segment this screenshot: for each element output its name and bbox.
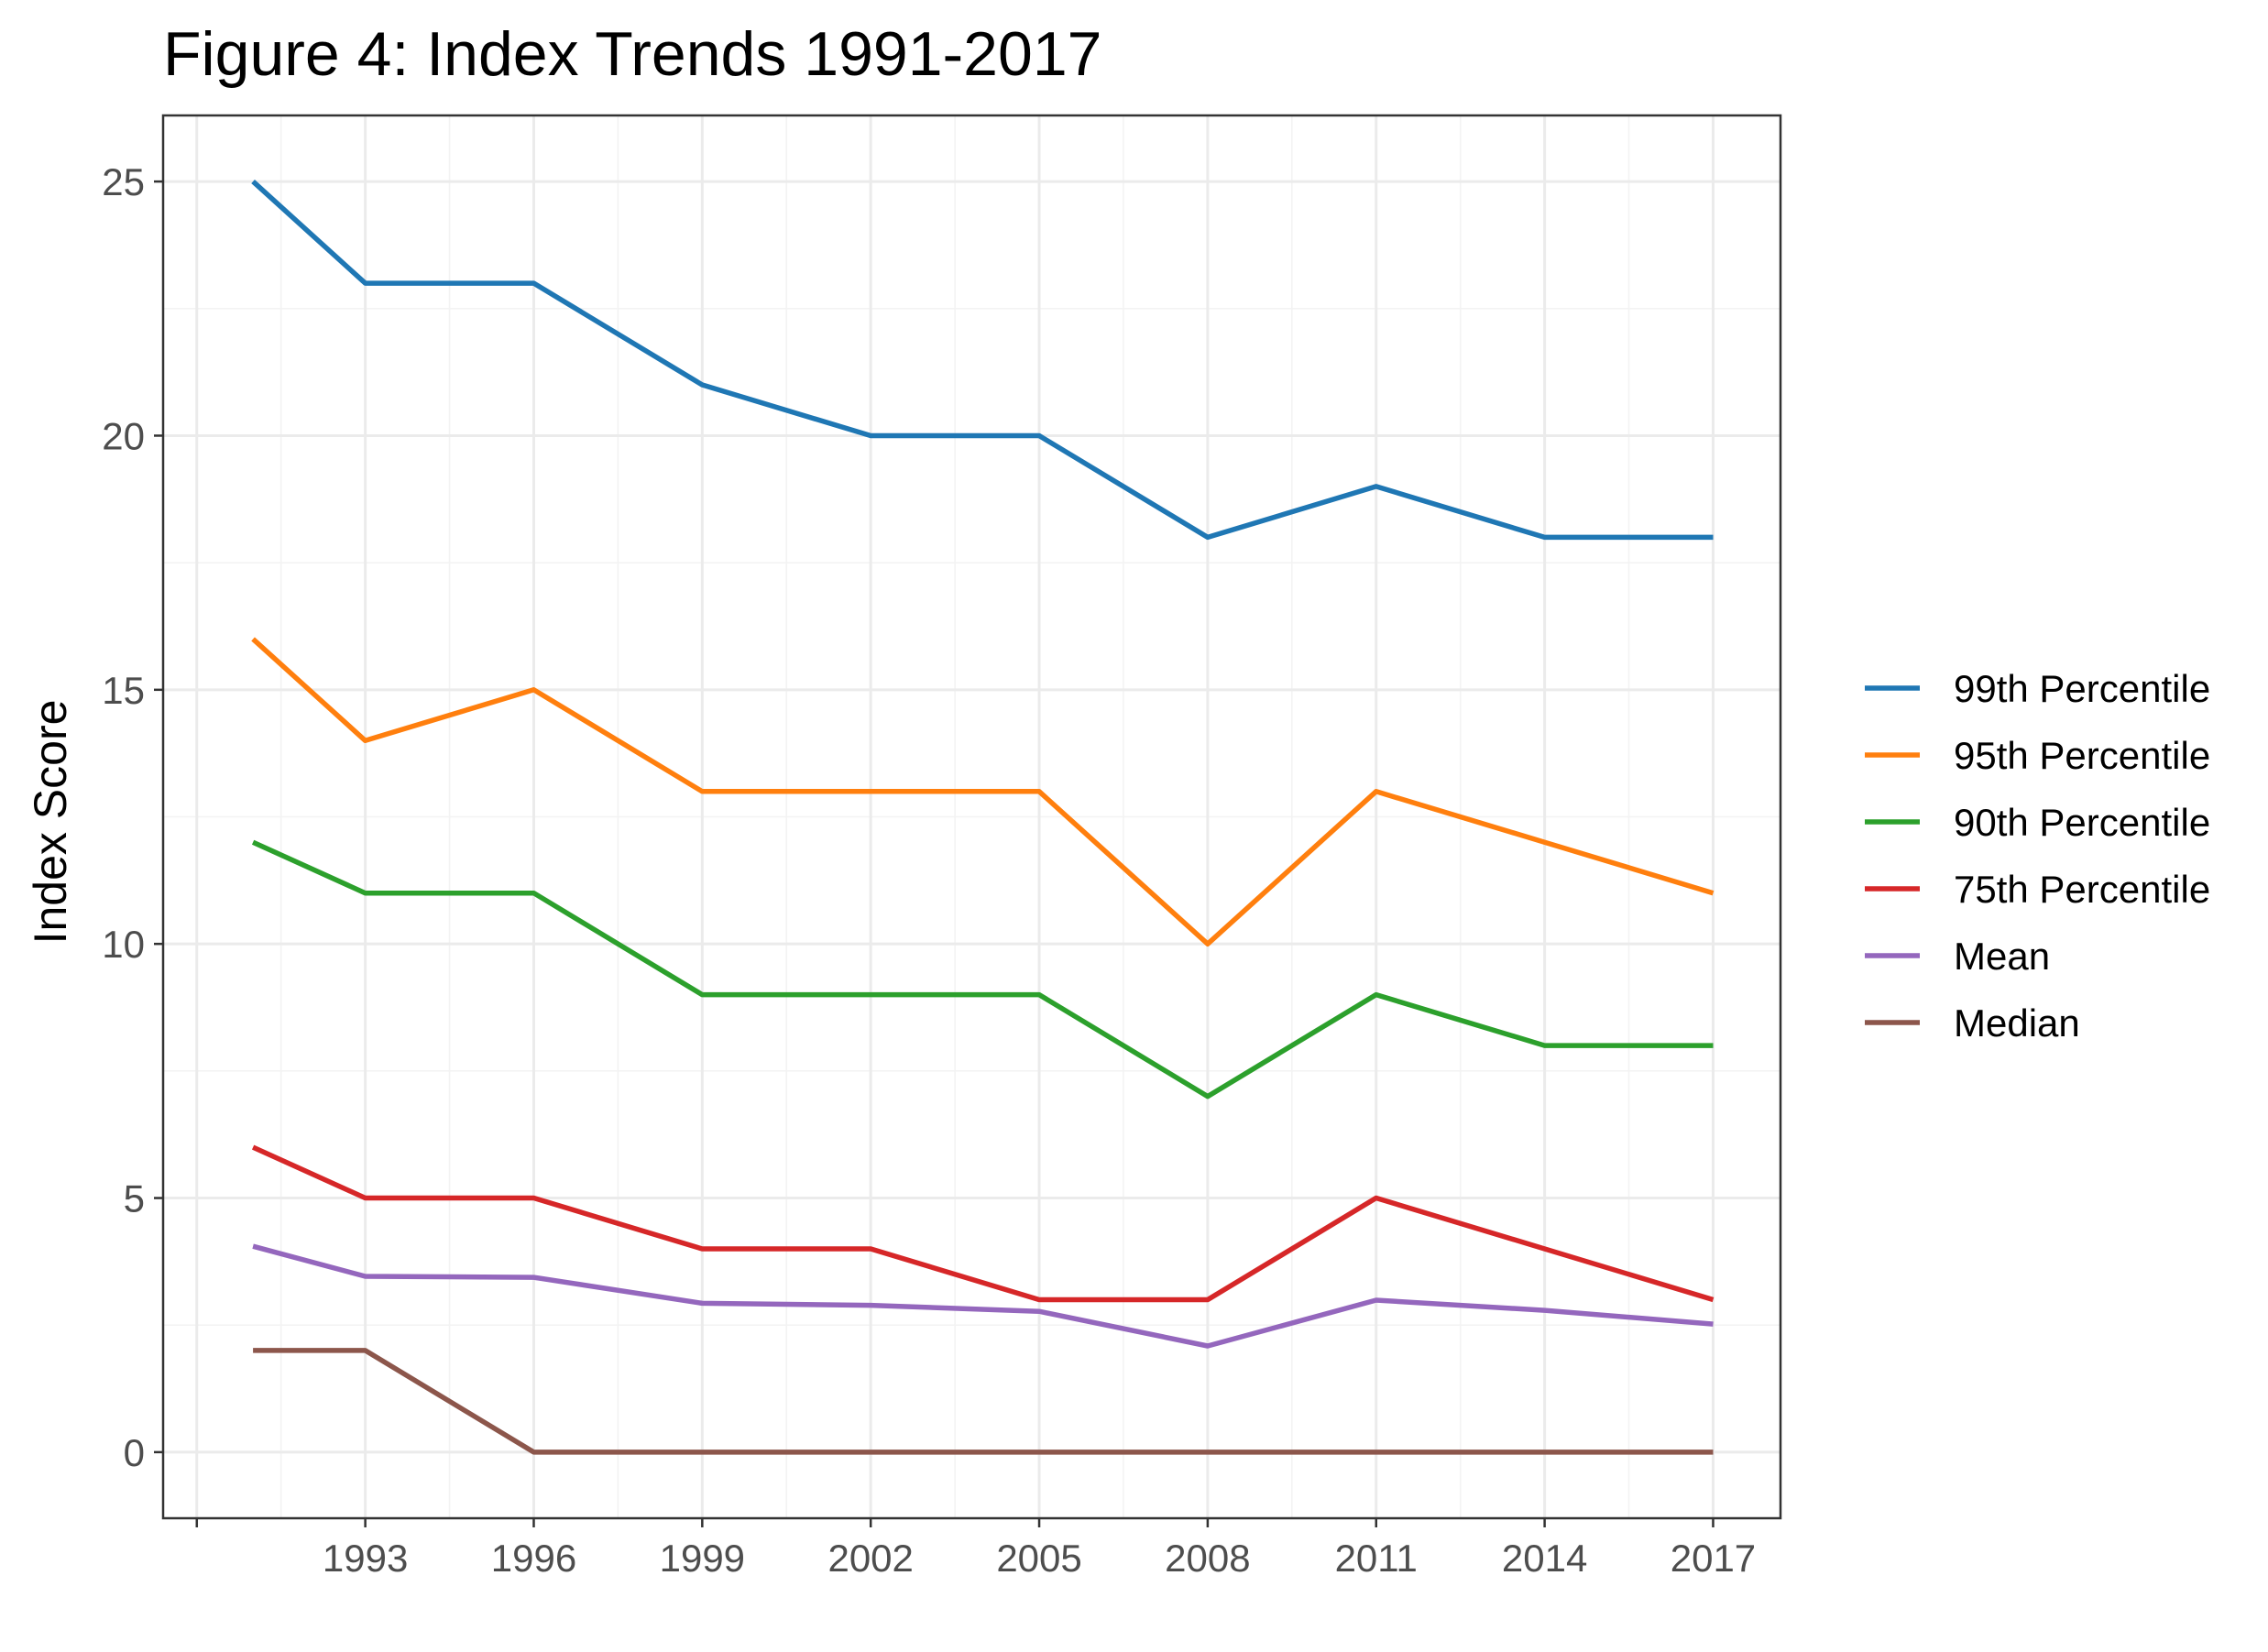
y-tick-label: 5: [124, 1177, 145, 1220]
legend-label-75th-percentile: 75th Percentile: [1954, 868, 2210, 911]
y-tick-label: 0: [124, 1431, 145, 1474]
x-tick-label: 2008: [1165, 1537, 1250, 1580]
legend-label-90th-percentile: 90th Percentile: [1954, 801, 2210, 844]
y-tick-label: 10: [102, 923, 145, 966]
legend-label-95th-percentile: 95th Percentile: [1954, 734, 2210, 777]
x-axis: 1993 1996 1999 2002 2005 2008 2011 2014 2017: [195, 1518, 1756, 1580]
legend-label-median: Median: [1954, 1001, 2080, 1045]
y-axis-title: Index Score: [25, 700, 76, 945]
y-axis: 0 5 10 15 20 25: [102, 160, 163, 1474]
x-tick-label: 1993: [323, 1537, 408, 1580]
x-tick-label: 2017: [1671, 1537, 1756, 1580]
series-line-90th-percentile: [251, 839, 1714, 1100]
x-tick-label: 2002: [827, 1537, 913, 1580]
chart-title: Figure 4: Index Trends 1991-2017: [163, 19, 1101, 89]
x-tick-label: 2014: [1502, 1537, 1587, 1580]
legend-label-mean: Mean: [1954, 935, 2050, 978]
series-line-99th-percentile: [251, 180, 1714, 541]
series-lines: [251, 180, 1715, 1455]
series-line-75th-percentile: [251, 1144, 1715, 1303]
series-line-mean: [252, 1243, 1714, 1349]
x-tick-label: 2011: [1335, 1537, 1418, 1580]
x-tick-label: 1999: [660, 1537, 745, 1580]
y-tick-label: 15: [102, 669, 145, 712]
series-line-median: [253, 1348, 1714, 1455]
x-tick-label: 1996: [491, 1537, 576, 1580]
y-tick-label: 20: [102, 414, 145, 457]
legend: 99th Percentile 95th Percentile 90th Perce…: [1865, 667, 2210, 1045]
plot-panel-border: [161, 114, 1782, 1520]
series-line-95th-percentile: [251, 637, 1715, 946]
y-tick-label: 25: [102, 160, 145, 203]
legend-label-99th-percentile: 99th Percentile: [1954, 667, 2210, 710]
x-tick-label: 2005: [996, 1537, 1081, 1580]
